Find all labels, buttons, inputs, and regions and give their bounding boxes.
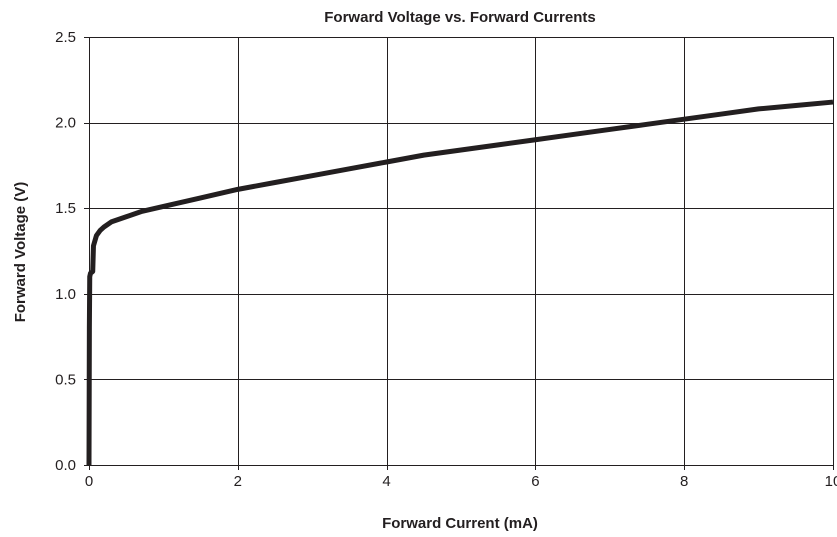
forward-voltage-curve <box>86 99 834 466</box>
x-tick-label: 8 <box>680 473 688 490</box>
y-tick-label: 0.5 <box>55 371 76 388</box>
plot-axes <box>84 36 835 470</box>
y-tick-label: 2.0 <box>55 115 76 132</box>
y-tick-label: 0.0 <box>55 457 76 474</box>
x-axis-label: Forward Current (mA) <box>382 515 538 532</box>
x-tick-label: 2 <box>234 473 242 490</box>
x-tick-label: 4 <box>382 473 390 490</box>
y-tick-label: 2.5 <box>55 29 76 46</box>
grid-lines <box>89 37 833 465</box>
y-tick-label: 1.0 <box>55 286 76 303</box>
chart-title: Forward Voltage vs. Forward Currents <box>324 9 595 26</box>
tick-labels: 0 2 4 6 8 10 0.0 0.5 1.0 1.5 2.0 2.5 <box>55 29 837 490</box>
series-layer <box>86 99 834 466</box>
x-tick-label: 10 <box>825 473 837 490</box>
x-tick-label: 6 <box>531 473 539 490</box>
x-tick-label: 0 <box>85 473 93 490</box>
y-axis-label: Forward Voltage (V) <box>12 182 29 323</box>
y-tick-label: 1.5 <box>55 200 76 217</box>
